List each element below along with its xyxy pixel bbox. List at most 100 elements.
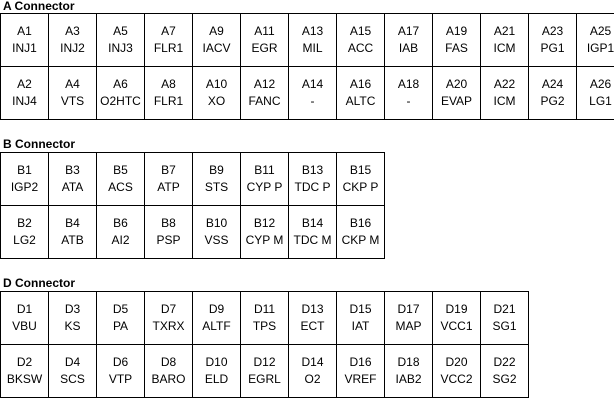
pin-cell: D18 IAB2	[384, 344, 433, 398]
pin-number: A4	[65, 77, 80, 91]
pin-number: B12	[253, 216, 276, 230]
a-connector-title: A Connector	[3, 0, 75, 13]
pin-cell: D11 TPS	[240, 291, 289, 345]
pin-number: B10	[205, 216, 228, 230]
pin-cell: A26 LG1	[576, 66, 614, 120]
pin-signal: PA	[112, 319, 129, 333]
pin-signal: PSP	[156, 233, 181, 247]
pin-signal: -	[406, 94, 411, 108]
pin-number: D16	[349, 355, 372, 369]
pin-number: A15	[349, 24, 372, 38]
pin-number: B7	[161, 163, 176, 177]
pin-signal: VCC2	[440, 372, 473, 386]
pin-number: B3	[65, 163, 80, 177]
pin-signal: BARO	[151, 372, 186, 386]
pin-signal: LG1	[589, 94, 612, 108]
pin-number: D15	[349, 302, 372, 316]
pin-signal: EVAP	[440, 94, 473, 108]
pin-signal: FLR1	[153, 41, 184, 55]
pin-signal: VBU	[12, 319, 37, 333]
pin-number: B8	[161, 216, 176, 230]
pin-signal: VTP	[108, 372, 133, 386]
pin-number: D14	[301, 355, 324, 369]
pin-signal: MAP	[395, 319, 422, 333]
pin-signal: XO	[207, 94, 226, 108]
b-connector-row: B2 LG2 B4 ATB B6 AI2 B8 PSP B10 VSS B12 CYP M B14 TDC…	[0, 205, 385, 259]
pin-number: A23	[541, 24, 564, 38]
pin-number: A16	[349, 77, 372, 91]
pin-cell: D19 VCC1	[432, 291, 481, 345]
pin-number: A14	[301, 77, 324, 91]
pin-signal: ATP	[157, 180, 180, 194]
pin-signal: ECT	[300, 319, 325, 333]
pin-signal: KS	[64, 319, 81, 333]
pin-cell: B5 ACS	[96, 152, 145, 206]
pin-number: A13	[301, 24, 324, 38]
pin-signal: BKSW	[6, 372, 43, 386]
pin-number: B16	[349, 216, 372, 230]
pin-cell: A18 -	[384, 66, 433, 120]
pin-cell: A12 FANC	[240, 66, 289, 120]
b-connector-row: B1 IGP2 B3 ATA B5 ACS B7 ATP B9 STS B11 CYP P B13 TDC…	[0, 152, 385, 206]
pin-cell: B16 CKP M	[336, 205, 385, 259]
pin-signal: O2	[304, 372, 321, 386]
pin-signal: -	[310, 94, 315, 108]
pin-number: D12	[253, 355, 276, 369]
d-connector-title: D Connector	[3, 276, 75, 290]
pin-signal: INJ3	[108, 41, 133, 55]
a-connector-grid: A1 INJ1 A3 INJ2 A5 INJ3 A7 FLR1 A9 IACV A11 EGR A13 M…	[0, 13, 614, 120]
pin-cell: B1 IGP2	[0, 152, 49, 206]
pin-number: A12	[253, 77, 276, 91]
pin-cell: A15 ACC	[336, 13, 385, 67]
pin-cell: D15 IAT	[336, 291, 385, 345]
pin-number: D3	[64, 302, 81, 316]
pin-signal: TDC P	[294, 180, 331, 194]
pin-number: B6	[113, 216, 128, 230]
pin-cell: D22 SG2	[480, 344, 529, 398]
pin-signal: EGR	[251, 41, 278, 55]
pin-number: D4	[64, 355, 81, 369]
pin-signal: ACS	[108, 180, 133, 194]
pin-number: A11	[254, 24, 275, 38]
pin-cell: B12 CYP M	[240, 205, 289, 259]
pin-cell: B14 TDC M	[288, 205, 337, 259]
pin-number: B13	[301, 163, 324, 177]
pin-number: A1	[17, 24, 32, 38]
pin-cell: B10 VSS	[192, 205, 241, 259]
pin-cell: B7 ATP	[144, 152, 193, 206]
pin-signal: ELD	[204, 372, 229, 386]
pin-number: D5	[112, 302, 129, 316]
pin-signal: ACC	[347, 41, 374, 55]
pin-signal: CYP P	[246, 180, 283, 194]
pin-number: D21	[493, 302, 516, 316]
pin-signal: SCS	[60, 372, 85, 386]
pin-cell: A13 MIL	[288, 13, 337, 67]
pin-signal: MIL	[302, 41, 323, 55]
d-connector-grid: D1 VBU D3 KS D5 PA D7 TXRX D9 ALTF D11 TPS D13 ECT D15…	[0, 291, 529, 398]
pin-cell: A10 XO	[192, 66, 241, 120]
pin-cell: B6 AI2	[96, 205, 145, 259]
pin-number: D1	[16, 302, 33, 316]
pin-cell: D20 VCC2	[432, 344, 481, 398]
d-connector-row: D1 VBU D3 KS D5 PA D7 TXRX D9 ALTF D11 TPS D13 ECT D15…	[0, 291, 529, 345]
pin-number: D9	[208, 302, 225, 316]
pin-signal: FLR1	[153, 94, 184, 108]
pin-number: A2	[17, 77, 32, 91]
pin-cell: A4 VTS	[48, 66, 97, 120]
pin-signal: ATA	[61, 180, 84, 194]
pin-cell: B11 CYP P	[240, 152, 289, 206]
pin-signal: ALTC	[345, 94, 376, 108]
pin-number: A19	[445, 24, 468, 38]
pin-number: D8	[160, 355, 177, 369]
pin-cell: D2 BKSW	[0, 344, 49, 398]
pin-number: B14	[301, 216, 324, 230]
pin-cell: A16 ALTC	[336, 66, 385, 120]
pin-signal: IAB	[398, 41, 419, 55]
pin-signal: IAB2	[395, 372, 422, 386]
pin-signal: IGP1	[586, 41, 614, 55]
pin-number: A22	[493, 77, 516, 91]
pin-cell: A22 ICM	[480, 66, 529, 120]
pin-number: D19	[445, 302, 468, 316]
pin-cell: D14 O2	[288, 344, 337, 398]
pin-cell: D21 SG1	[480, 291, 529, 345]
